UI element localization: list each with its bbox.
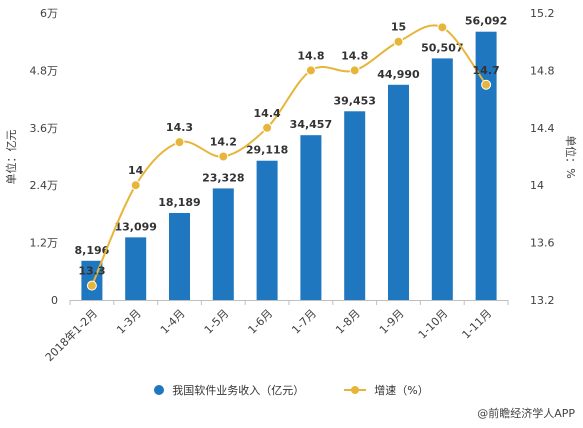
legend-line-swatch	[344, 385, 367, 395]
legend-item-line: 增速（%）	[344, 382, 429, 398]
growth-value-label: 14.4	[254, 107, 281, 120]
legend-bar-swatch	[154, 385, 165, 395]
bar	[431, 58, 453, 300]
y-right-axis-title: 单位：%	[564, 135, 578, 178]
y-left-tick-label: 0	[51, 294, 58, 307]
x-tick-label: 1-4月	[158, 307, 188, 337]
x-tick-label: 1-11月	[460, 307, 495, 342]
bar	[344, 111, 366, 301]
y-right-tick-label: 13.2	[530, 294, 555, 307]
y-left-tick-label: 1.2万	[30, 237, 59, 250]
legend-item-bar: 我国软件业务收入（亿元）	[154, 382, 304, 398]
x-tick-label: 1-8月	[333, 307, 363, 337]
growth-value-label: 14.3	[166, 121, 193, 134]
growth-point	[218, 151, 229, 162]
bar-value-label: 29,118	[246, 144, 288, 157]
growth-line	[90, 24, 487, 287]
legend: 我国软件业务收入（亿元） 增速（%）	[0, 380, 583, 400]
legend-bar-label: 我国软件业务收入（亿元）	[172, 384, 305, 397]
growth-point	[262, 122, 273, 133]
x-tick-label: 1-6月	[246, 307, 276, 337]
bar-value-label: 18,189	[158, 196, 200, 209]
x-tick-label: 1-5月	[202, 307, 232, 337]
growth-point	[481, 79, 492, 90]
growth-point	[130, 180, 141, 191]
bar-value-label: 34,457	[290, 118, 332, 131]
y-left-tick-label: 6万	[40, 7, 58, 20]
growth-point	[174, 137, 185, 148]
bar-value-label: 23,328	[202, 171, 244, 184]
x-tick-label: 2018年1-2月	[42, 306, 100, 364]
y-left-tick-label: 2.4万	[30, 179, 59, 192]
bar-value-label: 50,507	[421, 41, 463, 54]
growth-point	[349, 65, 360, 76]
bar-value-label: 44,990	[377, 68, 420, 81]
bar-value-label: 39,453	[333, 94, 375, 107]
bar-value-label: 56,092	[465, 15, 507, 28]
x-tick-label: 1-9月	[377, 307, 407, 337]
growth-value-label: 14	[128, 164, 144, 177]
bar	[300, 135, 322, 300]
growth-point	[305, 65, 316, 76]
x-tick-label: 1-7月	[289, 307, 319, 337]
y-right-tick-label: 15.2	[530, 7, 555, 20]
chart: 0 1.2万 2.4万 3.6万 4.8万 6万 13.2 13.6 14 14.4 14.8 15.…	[4, 7, 578, 364]
y-right-tick-label: 13.6	[530, 237, 555, 250]
growth-value-label: 14.7	[473, 64, 500, 77]
growth-point	[86, 280, 97, 291]
y-right-tick-label: 14.4	[530, 122, 555, 135]
y-right-tick-label: 14	[530, 179, 544, 192]
growth-point	[393, 36, 404, 47]
growth-point	[437, 22, 448, 33]
x-tick-label: 1-10月	[416, 307, 451, 342]
growth-value-label: 14.2	[210, 136, 237, 149]
bar-value-label: 8,196	[75, 244, 110, 257]
x-tick-label: 1-3月	[114, 307, 144, 337]
bar	[212, 188, 234, 300]
growth-value-label: 13.3	[78, 265, 105, 278]
source-text: @前瞻经济学人APP	[477, 407, 575, 420]
bar-value-label: 13,099	[114, 220, 156, 233]
source-credit: @前瞻经济学人APP	[477, 405, 575, 421]
bar	[388, 84, 409, 300]
bar	[125, 237, 147, 300]
bar	[256, 160, 278, 300]
growth-value-label: 14.8	[341, 49, 368, 62]
bar	[475, 31, 497, 300]
y-left-tick-label: 4.8万	[30, 64, 59, 77]
y-left-tick-label: 3.6万	[30, 122, 59, 135]
bar	[169, 212, 190, 300]
y-left-axis-title: 单位：亿元	[4, 130, 18, 185]
legend-line-label: 增速（%）	[374, 384, 429, 397]
growth-value-label: 14.8	[297, 49, 324, 62]
y-right-tick-label: 14.8	[530, 64, 555, 77]
growth-value-label: 15	[391, 21, 406, 34]
